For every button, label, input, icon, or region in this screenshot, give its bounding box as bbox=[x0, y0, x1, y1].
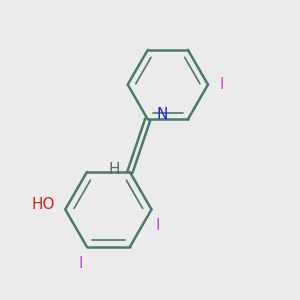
Text: I: I bbox=[79, 256, 83, 271]
Text: HO: HO bbox=[32, 197, 55, 212]
Text: I: I bbox=[155, 218, 160, 233]
Text: N: N bbox=[157, 107, 168, 122]
Text: H: H bbox=[108, 162, 119, 177]
Text: I: I bbox=[220, 77, 224, 92]
